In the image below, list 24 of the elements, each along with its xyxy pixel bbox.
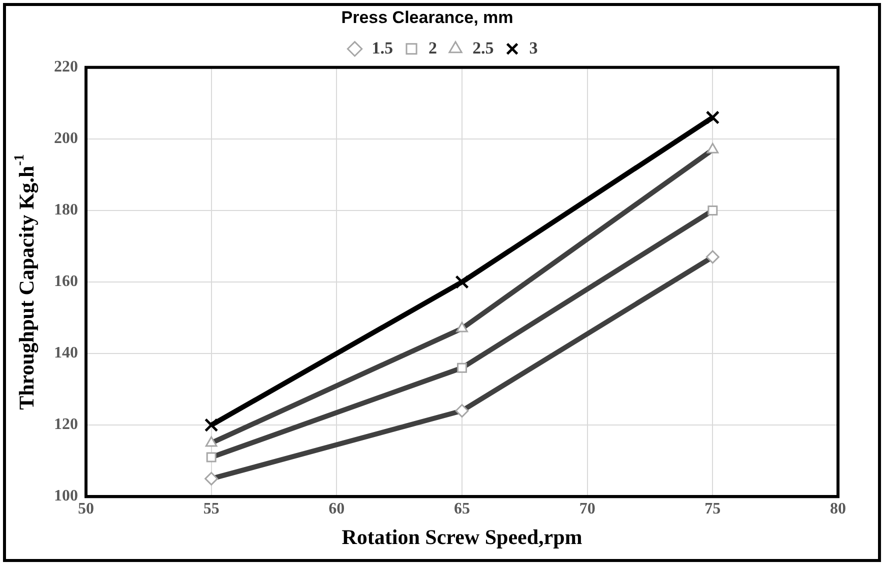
y-tick-label: 100 — [54, 488, 78, 505]
legend-label: 3 — [529, 38, 538, 58]
x-tick-label: 55 — [203, 500, 220, 518]
point — [706, 110, 720, 124]
point — [204, 418, 218, 432]
x-axis-title: Rotation Screw Speed,rpm — [342, 524, 583, 549]
x-tick-label: 60 — [328, 500, 345, 518]
x-tick-label: 70 — [579, 500, 596, 518]
x-tick-label: 75 — [704, 500, 721, 518]
y-tick-label: 160 — [54, 273, 78, 290]
legend-label: 2 — [428, 38, 437, 58]
legend-label: 2.5 — [472, 38, 494, 58]
y-tick-label: 200 — [54, 130, 78, 148]
x-tick-label: 65 — [454, 500, 470, 518]
point — [455, 275, 469, 289]
y-tick-label: 220 — [54, 58, 78, 76]
legend-label: 1.5 — [372, 38, 393, 58]
y-tick-label: 140 — [54, 344, 78, 362]
x-tick-label: 80 — [830, 500, 846, 518]
y-tick-label: 180 — [54, 202, 78, 219]
x-tick-label: 50 — [78, 500, 94, 518]
legend-title: Press Clearance, mm — [341, 8, 514, 28]
y-tick-label: 120 — [54, 416, 78, 434]
y-axis-title: Throughput Capacity Kg.h-1 — [12, 154, 38, 410]
